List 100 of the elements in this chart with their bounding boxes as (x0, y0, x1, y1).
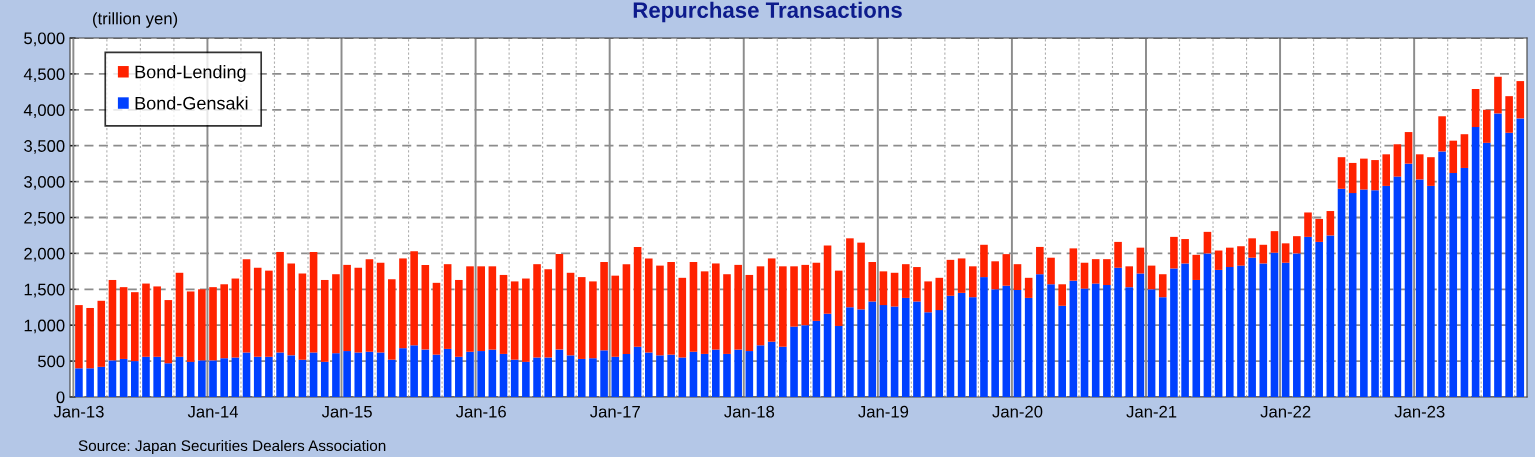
bar (253, 356, 262, 397)
bar (119, 358, 128, 397)
bar (276, 251, 284, 353)
bar (957, 258, 966, 293)
bar (767, 258, 776, 342)
bar (265, 356, 273, 397)
bar (354, 352, 363, 397)
bar (477, 266, 485, 352)
bar (533, 264, 541, 358)
bar (309, 251, 318, 353)
bar (343, 351, 351, 397)
bar (220, 284, 228, 359)
bar (86, 307, 94, 369)
bar (846, 238, 854, 308)
bar (1315, 241, 1323, 397)
bar (1225, 267, 1234, 397)
bar (209, 360, 217, 397)
bar (108, 360, 117, 397)
bar (253, 267, 262, 357)
bar (577, 277, 586, 359)
bar (1013, 264, 1022, 291)
bar (1371, 190, 1379, 397)
bar (566, 272, 575, 356)
bar (868, 262, 877, 302)
bar (913, 301, 921, 397)
bar (399, 258, 407, 349)
bar (600, 350, 608, 397)
bar (846, 307, 854, 397)
bar (1482, 142, 1491, 397)
bar (242, 259, 251, 353)
bar (913, 267, 921, 302)
bar (1460, 134, 1469, 168)
bar (969, 266, 977, 298)
bar (1047, 284, 1055, 397)
bar (700, 353, 709, 397)
bar (376, 352, 385, 397)
bar (946, 259, 955, 296)
bar (108, 279, 117, 361)
bar (1293, 253, 1301, 397)
bar (1382, 185, 1391, 397)
bar (1203, 231, 1212, 254)
bar (946, 295, 955, 397)
legend-label: Bond-Gensaki (135, 96, 248, 110)
bar (510, 281, 519, 360)
bar (1181, 263, 1189, 397)
bar (499, 353, 508, 397)
bar (1214, 250, 1223, 270)
bar (198, 360, 206, 397)
bar (1482, 109, 1491, 143)
y-tick-label: 3,500 (24, 140, 65, 154)
bar (276, 352, 284, 397)
bar (1516, 118, 1525, 397)
bar (723, 353, 731, 397)
bar (153, 356, 161, 397)
bar (86, 368, 94, 397)
bar (935, 277, 944, 311)
bar (1415, 179, 1424, 397)
bar (186, 361, 195, 397)
bar (823, 245, 832, 314)
bar (1192, 254, 1201, 280)
bar (779, 346, 787, 397)
bar (1270, 252, 1279, 397)
bar (533, 357, 541, 397)
x-tick-label: Jan-17 (590, 405, 640, 418)
bar (1036, 274, 1044, 397)
bar (1438, 116, 1446, 152)
x-tick-label: Jan-19 (858, 405, 909, 418)
bar (667, 262, 675, 355)
bar (812, 262, 821, 321)
bar (1393, 176, 1402, 397)
bar (75, 305, 83, 369)
bar (1427, 185, 1435, 397)
bar (1259, 263, 1268, 397)
bar (466, 266, 474, 352)
bar (790, 326, 798, 397)
bar (656, 265, 664, 356)
bar (1069, 280, 1078, 397)
bar (1505, 132, 1513, 397)
bar (1505, 96, 1513, 133)
bar (1013, 290, 1022, 397)
bar (466, 351, 474, 397)
bar (1103, 259, 1111, 285)
x-tick-label: Jan-20 (992, 405, 1043, 418)
bar (667, 354, 675, 397)
bar (1415, 154, 1424, 180)
bar (969, 297, 977, 397)
y-axis-title: (trillion yen) (93, 12, 178, 28)
bar (1494, 113, 1502, 397)
bar (265, 270, 273, 357)
bar (332, 353, 340, 397)
bar (1382, 154, 1391, 186)
bar (779, 266, 787, 347)
bar (488, 349, 497, 397)
bar (1058, 305, 1066, 397)
bar (1471, 88, 1480, 128)
source-note: Source: Japan Securities Dealers Association (78, 439, 386, 455)
bar (119, 287, 128, 359)
bar (890, 306, 899, 397)
bar (1069, 248, 1078, 281)
bar (600, 262, 608, 351)
